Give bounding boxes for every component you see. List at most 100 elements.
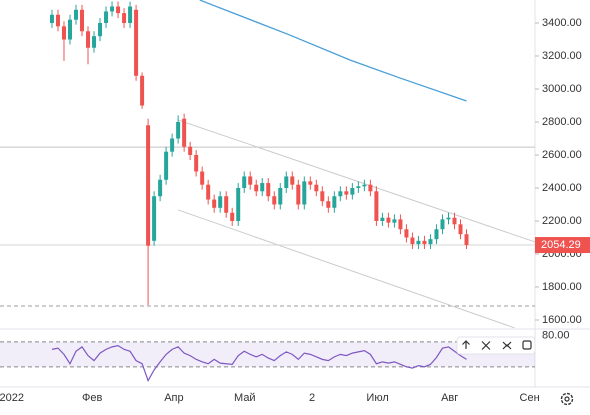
x-tick-label: Май [234,392,256,404]
settings-button[interactable] [560,392,574,406]
candle-body [110,6,115,12]
candle-body [428,239,433,245]
y-tick-label: 1800.00 [542,281,582,293]
candle-body [272,196,277,205]
candle-body [158,179,163,197]
candle-body [266,183,271,197]
candle-body [134,9,139,76]
candle-body [344,191,349,195]
candle-body [92,36,97,48]
candle-body [236,187,241,221]
candle-body [67,19,72,40]
candle-body [446,217,451,220]
candle-body [362,184,367,187]
candle-body [61,26,66,40]
maximize-button[interactable] [522,340,532,350]
candle-body [230,212,235,221]
candle-body [86,31,91,48]
rsi-pane [0,341,535,383]
candle-body [356,186,361,188]
trend-line [177,209,515,328]
y-tick-label: 2200.00 [542,215,582,227]
candle-body [49,14,54,24]
y-tick-label: 3200.00 [542,50,582,62]
candle-body [434,229,439,240]
candle-body [332,196,337,208]
x-tick-label: Июл [366,392,388,404]
x-tick-label: 2 [309,392,315,404]
y-tick-label: 2400.00 [542,182,582,194]
candle-body [98,23,103,37]
rsi-line [51,344,467,383]
moving-average [199,0,467,102]
candle-body [140,75,145,106]
candle-body [452,217,457,225]
candle-body [464,234,469,246]
toolbar-bg [456,336,536,355]
candle-body [440,219,445,230]
y-tick-label: 3000.00 [542,83,582,95]
collapse-button[interactable] [502,341,512,350]
candle-body [338,191,343,197]
candle-body [302,181,307,205]
main-pane [0,0,535,328]
candle-body [212,199,217,208]
candle-body [350,187,355,195]
trend-line [177,119,535,243]
candle-body [254,184,259,192]
candle-body [116,6,121,14]
candle-body [278,187,283,205]
candle-body [296,184,301,205]
candle-body [104,11,109,24]
candle-body [416,240,421,245]
candle-body [374,191,379,221]
candle-body [326,201,331,208]
candle-body [392,219,397,223]
candle-body [410,237,415,245]
x-tick-label: 2022 [0,392,24,404]
candle-body [170,138,175,152]
candle-body [164,151,169,180]
candle-body [380,217,385,221]
candle-body [224,196,229,213]
last-price-box [535,237,590,254]
y-tick-label: 3400.00 [542,17,582,29]
candle-body [398,219,403,230]
candle-body [404,229,409,238]
candle-body [314,184,319,192]
x-tick-label: Апр [164,392,183,404]
candle-body [308,181,313,185]
candle-body [206,184,211,200]
x-tick-label: Авг [441,392,458,404]
candle-body [386,217,391,223]
candle-body [458,224,463,235]
axes: 1600.001800.002000.002200.002400.002600.… [0,17,590,404]
last-price-label: 2054.29 [541,239,581,251]
candle-body [218,196,223,208]
candle-body [248,176,253,185]
candle-body [176,121,181,139]
x-tick-label: Фев [82,392,102,404]
candle-body [290,176,295,185]
x-tick-label: Сен [520,392,540,404]
y-tick-label: 2800.00 [542,116,582,128]
candle-body [188,146,193,155]
candle-body [146,125,151,246]
close-button[interactable] [481,341,491,350]
candle-body [73,9,78,20]
candle-body [152,196,157,241]
candle-body [128,6,133,24]
y-tick-label: 1600.00 [542,314,582,326]
candle-body [284,176,289,188]
candle-body [122,13,127,24]
candle-body [242,176,247,188]
candle-body [320,191,325,202]
candle-body [55,14,60,27]
candle-body [368,184,373,192]
rsi-tick-label: 80.00 [542,330,570,342]
move-up-button[interactable] [462,340,470,349]
rsi-band-fill [0,341,535,367]
candle-body [200,171,205,185]
y-tick-label: 2600.00 [542,149,582,161]
